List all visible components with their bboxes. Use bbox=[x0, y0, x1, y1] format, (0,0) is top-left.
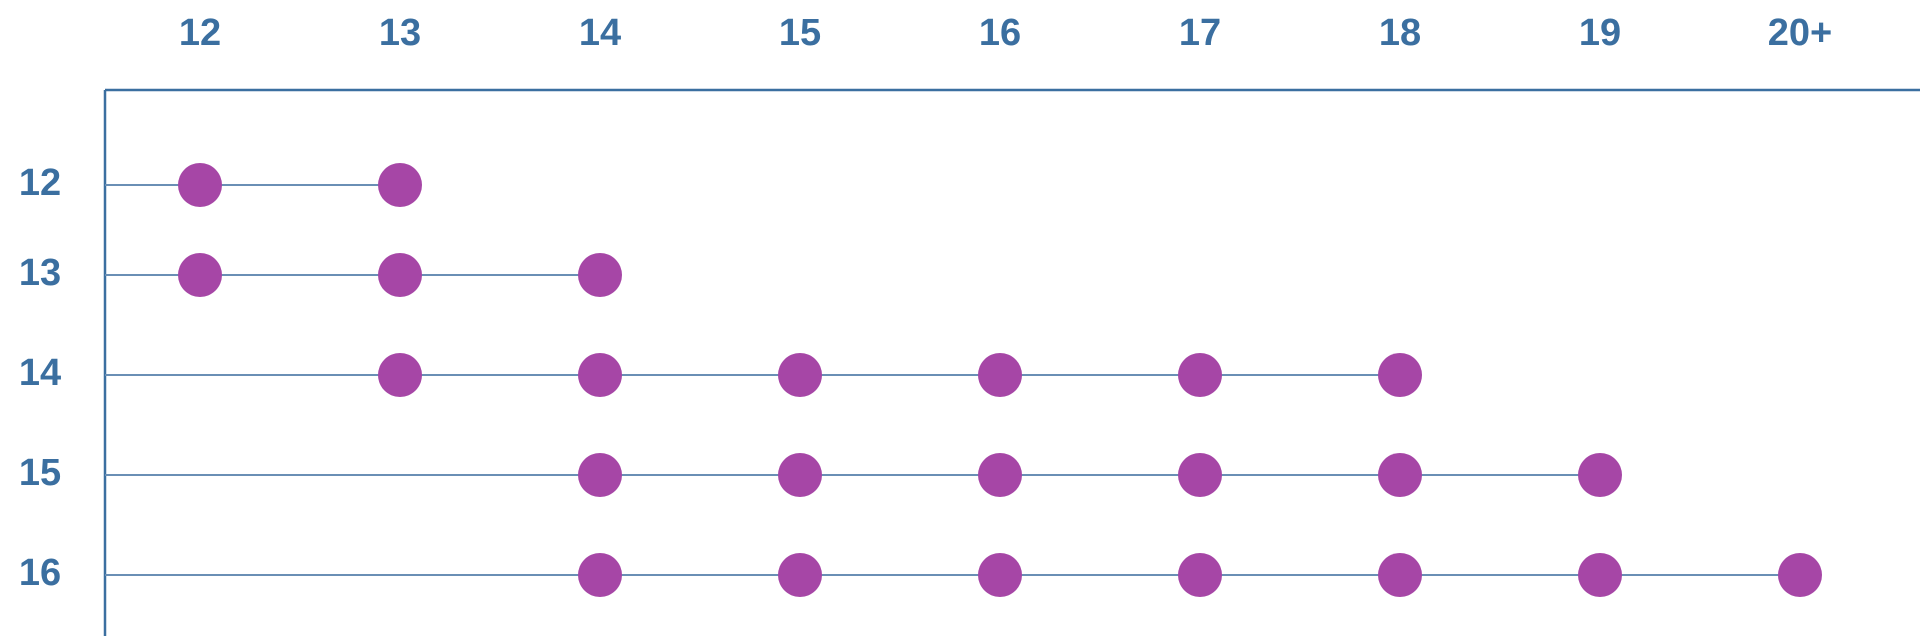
data-dot bbox=[1378, 353, 1422, 397]
data-dot bbox=[378, 253, 422, 297]
data-dot bbox=[1578, 553, 1622, 597]
row-label: 12 bbox=[19, 162, 61, 204]
data-dot bbox=[778, 553, 822, 597]
chart-container: 12 13 14 15 16 17 18 19 20+ 12 13 14 15 16 bbox=[0, 0, 1920, 636]
data-dot bbox=[978, 553, 1022, 597]
data-dot bbox=[578, 353, 622, 397]
data-dot bbox=[978, 353, 1022, 397]
data-dot bbox=[1378, 453, 1422, 497]
row-label: 13 bbox=[19, 252, 61, 294]
column-label: 19 bbox=[1579, 12, 1621, 54]
data-dot bbox=[1378, 553, 1422, 597]
data-dot bbox=[778, 353, 822, 397]
data-dot bbox=[1178, 453, 1222, 497]
column-label: 12 bbox=[179, 12, 221, 54]
data-dot bbox=[578, 253, 622, 297]
column-label: 20+ bbox=[1768, 12, 1832, 54]
data-dot bbox=[578, 453, 622, 497]
row-label: 14 bbox=[19, 352, 61, 394]
data-dot bbox=[178, 253, 222, 297]
column-label: 13 bbox=[379, 12, 421, 54]
data-dot bbox=[378, 353, 422, 397]
column-label: 17 bbox=[1179, 12, 1221, 54]
data-dot bbox=[778, 453, 822, 497]
row-label: 16 bbox=[19, 552, 61, 594]
data-dot bbox=[978, 453, 1022, 497]
column-label: 14 bbox=[579, 12, 621, 54]
data-dot bbox=[178, 163, 222, 207]
data-dot bbox=[578, 553, 622, 597]
column-label: 16 bbox=[979, 12, 1021, 54]
column-label: 15 bbox=[779, 12, 821, 54]
row-label: 15 bbox=[19, 452, 61, 494]
column-label: 18 bbox=[1379, 12, 1421, 54]
dot-matrix-chart: 12 13 14 15 16 17 18 19 20+ 12 13 14 15 16 bbox=[0, 0, 1920, 636]
data-dot bbox=[1178, 353, 1222, 397]
data-dot bbox=[378, 163, 422, 207]
data-dot bbox=[1578, 453, 1622, 497]
data-dot bbox=[1178, 553, 1222, 597]
data-dot bbox=[1778, 553, 1822, 597]
